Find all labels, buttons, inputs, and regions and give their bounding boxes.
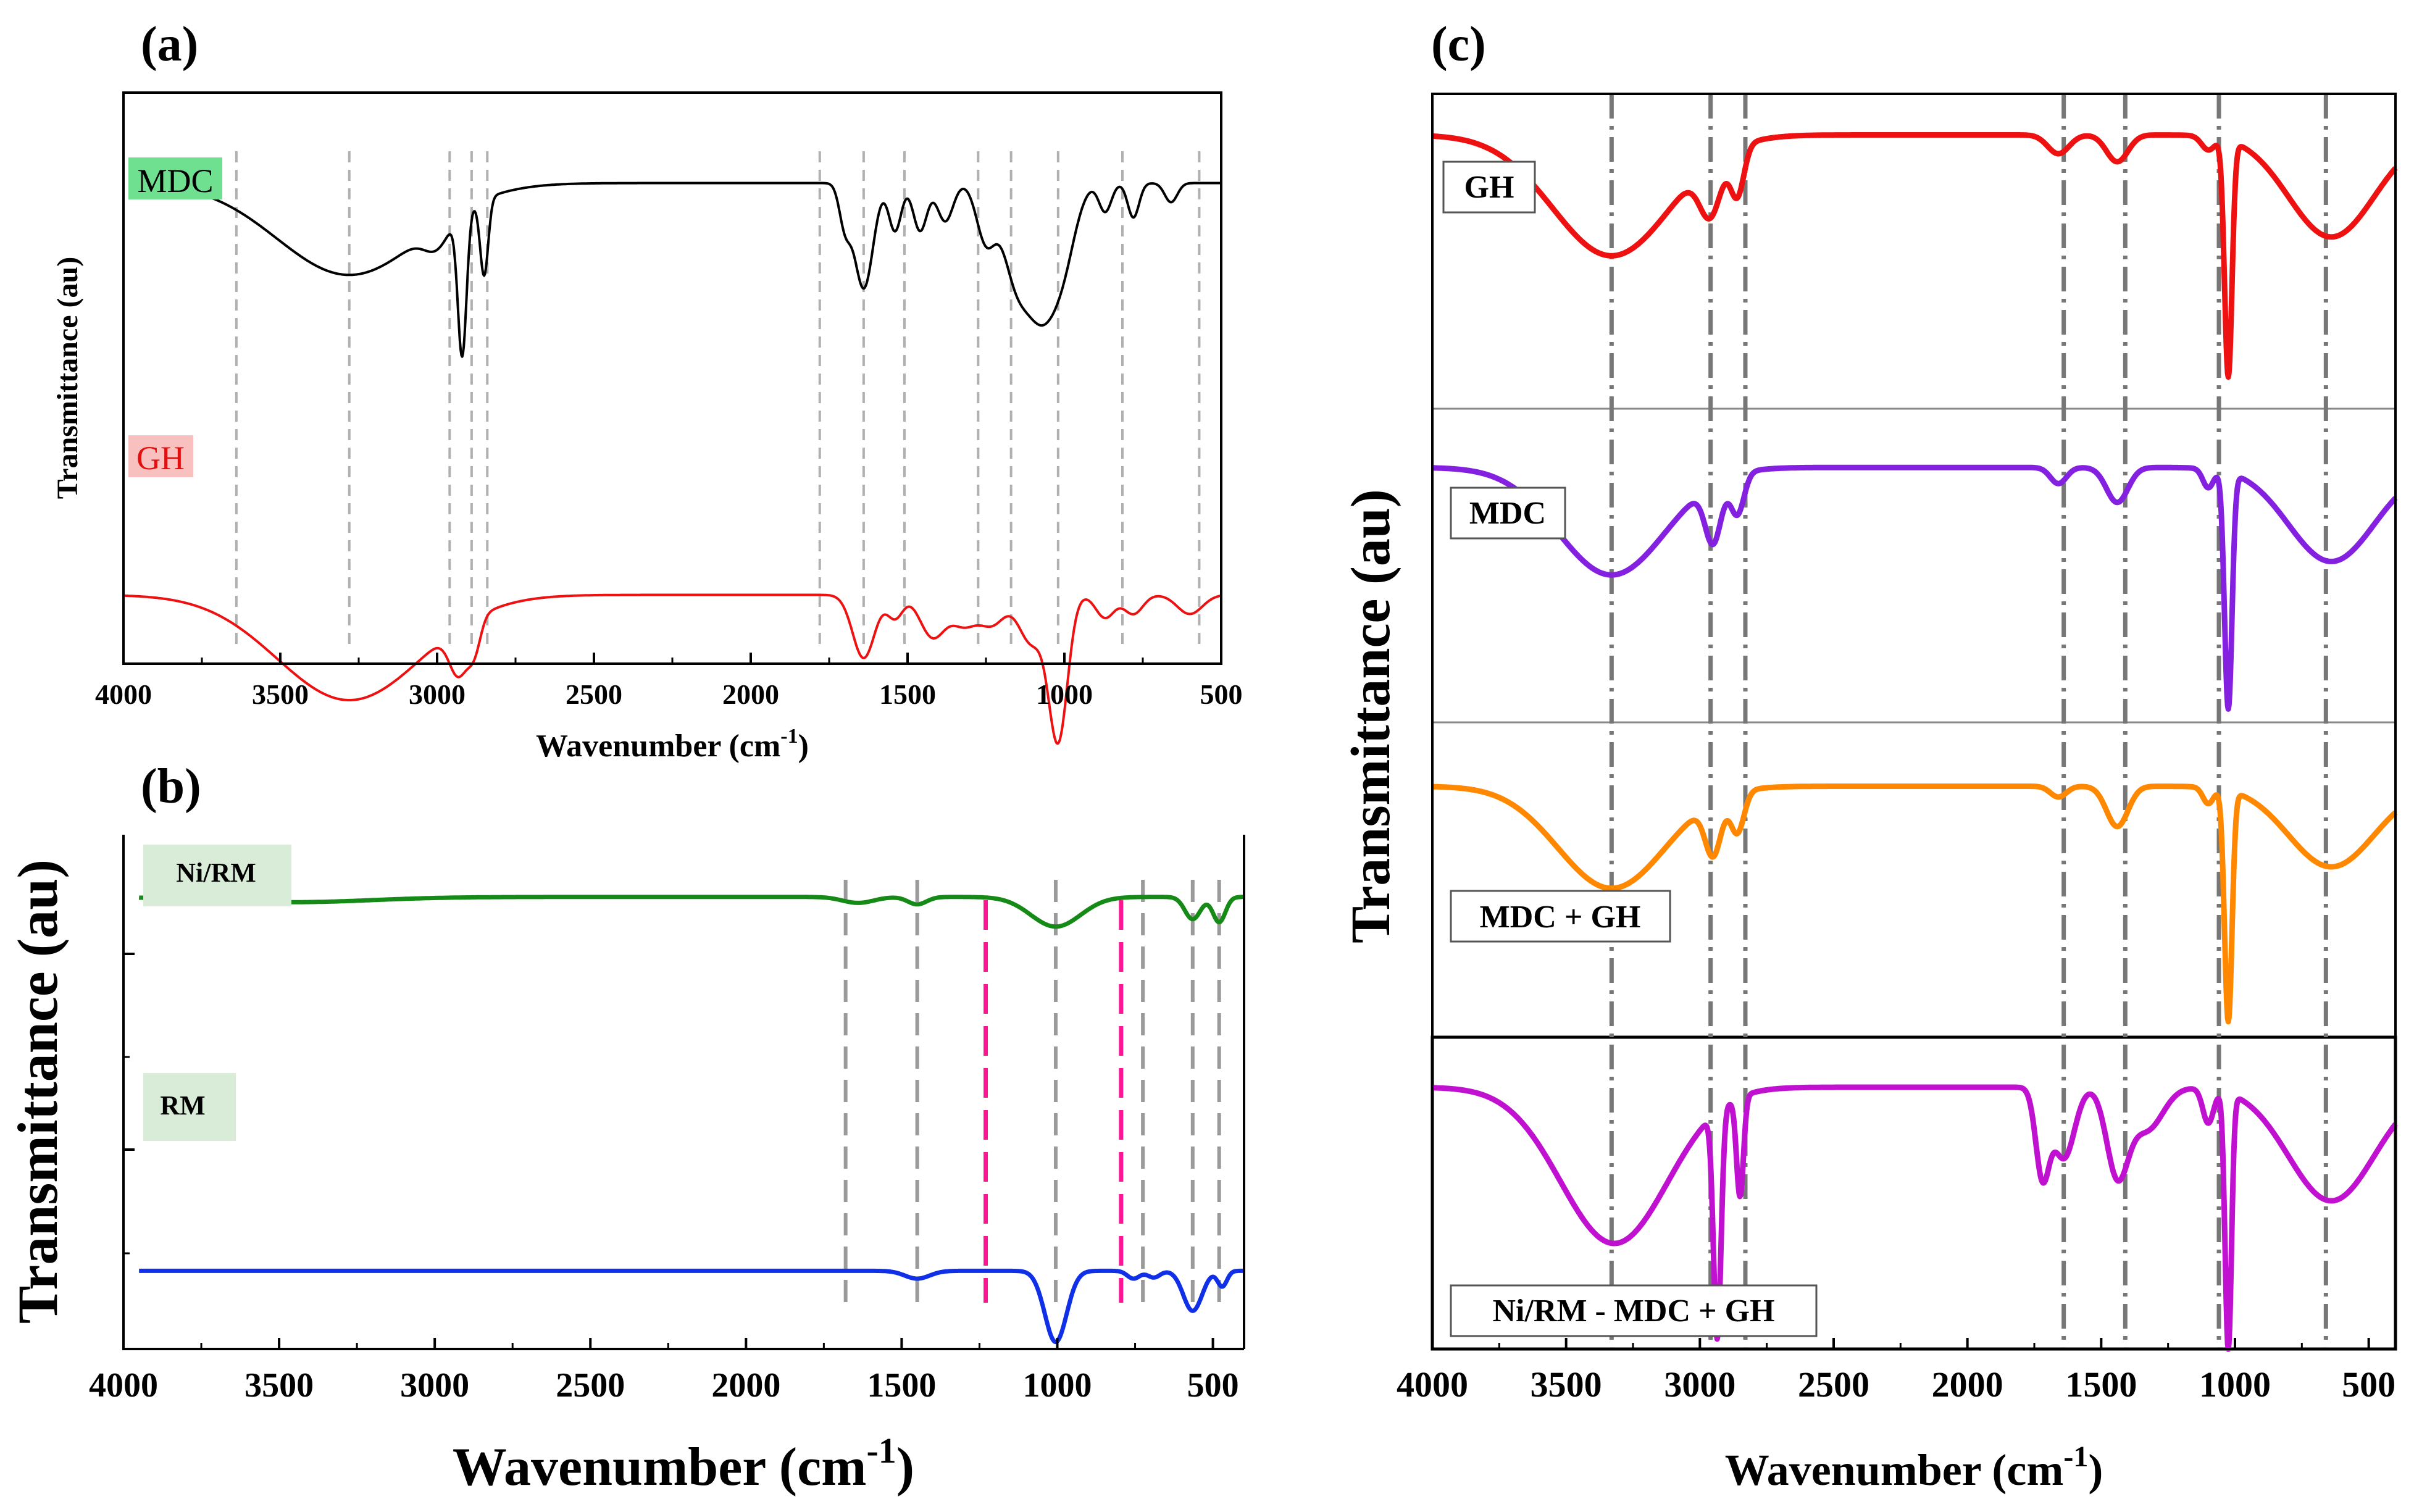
x-tick-label-1500: 1500	[879, 679, 936, 710]
x-tick-label-3000: 3000	[400, 1366, 469, 1405]
x-tick-label-1000: 1000	[1023, 1366, 1092, 1405]
panel-a-reference-lines	[235, 151, 1201, 648]
series-line-c-gh	[1430, 132, 2398, 380]
panel-c-x-axis-label: Wavenumber (cm-1)	[1725, 1440, 2103, 1495]
panel-c-stack-dividers	[1432, 407, 2395, 724]
x-tick-label-4000: 4000	[1397, 1364, 1468, 1405]
panel-a-frame	[122, 91, 1222, 665]
panel-c: (c) 4000 3500 3000 2500 2000 1500 1000 500 GH M…	[1340, 17, 2398, 1495]
panel-a-x-axis-label: Wavenumber (cm-1)	[536, 725, 809, 764]
x-tick-label-2000: 2000	[1932, 1364, 2003, 1405]
panel-a-y-axis-label: Transmittance (au)	[51, 257, 84, 499]
x-tick-label-3500: 3500	[1531, 1364, 1602, 1405]
x-tick-label-500: 500	[1200, 679, 1243, 710]
series-line-c-ni-rm-mdc-gh	[1430, 1084, 2398, 1352]
legend-mdc-label: MDC	[137, 162, 213, 199]
panel-b: (b) 4000 3500 3000 2500 2000 1500 1000 500 Ni/R…	[6, 759, 1245, 1497]
panel-a-label: (a)	[141, 17, 198, 72]
x-tick-label-500: 500	[1187, 1366, 1239, 1405]
panel-b-x-axis-label: Wavenumber (cm-1)	[453, 1431, 914, 1497]
panel-c-x-axis: 4000 3500 3000 2500 2000 1500 1000 500	[1397, 1338, 2395, 1405]
x-tick-label-3500: 3500	[244, 1366, 314, 1405]
series-line-b-rm	[138, 1268, 1245, 1345]
x-tick-label-2000: 2000	[711, 1366, 780, 1405]
legend-c-ni-rm-mdc-gh-box	[1450, 1284, 1818, 1337]
series-line-c-mdc-gh	[1430, 783, 2398, 1025]
x-tick-label-1500: 1500	[2065, 1364, 2137, 1405]
panel-a-x-axis: 4000 3500 3000 2500 2000 1500 1000 500	[95, 653, 1243, 710]
panel-c-reference-lines	[1609, 94, 2328, 1349]
legend-c-mdc-gh-box	[1450, 890, 1671, 943]
legend-gh-box	[128, 435, 193, 477]
x-tick-label-1000: 1000	[1036, 679, 1093, 710]
x-tick-label-1500: 1500	[867, 1366, 936, 1405]
legend-ni-rm-label: Ni/RM	[176, 858, 256, 888]
x-tick-label-2500: 2500	[1798, 1364, 1869, 1405]
x-tick-label-500: 500	[2342, 1364, 2395, 1405]
panel-c-curves	[1430, 132, 2398, 1352]
legend-c-mdc-gh-label: MDC + GH	[1480, 900, 1641, 935]
legend-rm-box	[143, 1073, 236, 1141]
x-tick-label-1000: 1000	[2199, 1364, 2271, 1405]
x-tick-label-2500: 2500	[556, 1366, 625, 1405]
panel-b-reference-lines	[843, 880, 1221, 1303]
legend-gh-label: GH	[136, 440, 185, 477]
legend-c-gh-box	[1442, 161, 1536, 214]
panel-b-y-ticks	[123, 953, 135, 1255]
x-tick-label-2000: 2000	[722, 679, 779, 710]
panel-b-y-axis-label: Transmittance (au)	[6, 859, 69, 1324]
series-line-a-mdc	[135, 182, 1222, 358]
panel-c-frame	[1431, 93, 2397, 1350]
legend-c-gh-label: GH	[1464, 170, 1514, 205]
panel-c-label: (c)	[1431, 17, 1486, 72]
panel-b-curves	[138, 895, 1245, 1345]
x-tick-label-2500: 2500	[566, 679, 622, 710]
x-tick-label-3000: 3000	[1664, 1364, 1735, 1405]
legend-c-ni-rm-mdc-gh-label: Ni/RM - MDC + GH	[1492, 1293, 1774, 1329]
panel-b-x-axis: 4000 3500 3000 2500 2000 1500 1000 500	[89, 1338, 1239, 1405]
x-tick-label-4000: 4000	[95, 679, 152, 710]
series-line-b-ni-rm	[138, 895, 1245, 929]
series-line-c-mdc	[1430, 464, 2398, 712]
panel-a-curves	[123, 182, 1222, 745]
x-tick-label-3500: 3500	[252, 679, 309, 710]
panel-a: (a) 4000 3500 3000 2500 2000 1500 1000 500 MDC …	[51, 17, 1243, 764]
legend-mdc-box	[128, 157, 222, 199]
legend-rm-label: RM	[160, 1090, 205, 1121]
x-tick-label-3000: 3000	[409, 679, 466, 710]
panel-b-label: (b)	[141, 759, 201, 814]
legend-ni-rm-box	[143, 845, 291, 906]
panel-c-y-axis-label: Transmittance (au)	[1340, 489, 1401, 943]
legend-c-mdc-box	[1450, 487, 1566, 540]
legend-c-mdc-label: MDC	[1469, 496, 1546, 531]
x-tick-label-4000: 4000	[89, 1366, 158, 1405]
series-line-a-gh	[123, 593, 1222, 745]
